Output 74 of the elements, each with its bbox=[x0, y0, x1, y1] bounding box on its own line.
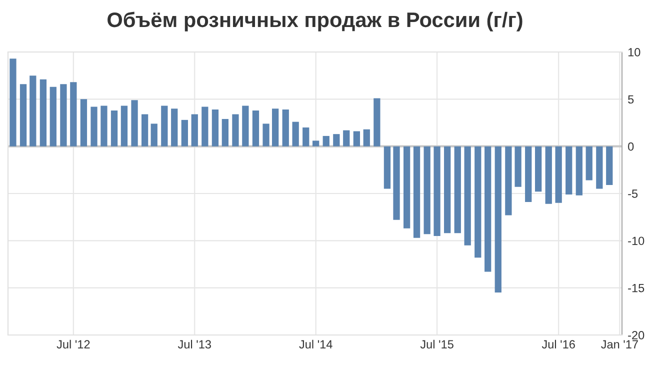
bar bbox=[90, 106, 98, 146]
bar bbox=[403, 146, 410, 228]
bar bbox=[212, 110, 219, 146]
bar bbox=[566, 146, 572, 194]
bar bbox=[444, 146, 451, 234]
bar bbox=[202, 106, 208, 146]
bar bbox=[110, 110, 118, 146]
y-tick-label: -20 bbox=[628, 331, 644, 340]
y-tick-label: 5 bbox=[628, 95, 634, 104]
y-tick-label: -10 bbox=[628, 236, 644, 246]
bar bbox=[242, 106, 249, 146]
bar bbox=[434, 146, 440, 236]
bar bbox=[161, 106, 168, 146]
y-tick-label: 10 bbox=[628, 48, 640, 56]
bar bbox=[322, 136, 330, 146]
bar bbox=[606, 146, 613, 186]
y-tick-label: 0 bbox=[628, 142, 634, 151]
bar bbox=[191, 114, 198, 146]
bar bbox=[596, 146, 603, 189]
y-tick-label: -15 bbox=[628, 284, 644, 292]
bar bbox=[576, 146, 582, 196]
bar bbox=[534, 146, 542, 192]
bar bbox=[40, 79, 47, 146]
x-tick-label: Jul '15 bbox=[420, 340, 454, 349]
bar bbox=[464, 146, 471, 246]
bar bbox=[10, 58, 16, 146]
y-tick-label: -5 bbox=[628, 190, 638, 198]
x-tick-label: Jul '16 bbox=[542, 340, 575, 349]
bar bbox=[262, 124, 270, 146]
x-tick-label: Jan '17 bbox=[601, 340, 638, 349]
bar bbox=[80, 99, 88, 146]
x-tick-label: Jul '13 bbox=[178, 340, 211, 349]
bar bbox=[272, 108, 279, 146]
bar bbox=[60, 84, 67, 146]
bar bbox=[586, 146, 592, 180]
bar bbox=[70, 82, 77, 146]
bar bbox=[30, 76, 36, 146]
bar bbox=[505, 146, 512, 216]
bar bbox=[374, 98, 380, 146]
bar bbox=[141, 114, 148, 146]
bar bbox=[393, 146, 400, 220]
bar bbox=[363, 129, 370, 146]
bar bbox=[120, 106, 128, 146]
bar bbox=[292, 122, 299, 146]
bar bbox=[525, 146, 532, 202]
bar bbox=[413, 146, 420, 238]
bar bbox=[252, 110, 260, 146]
x-tick-label: Jul '14 bbox=[299, 340, 332, 349]
bar bbox=[232, 114, 239, 146]
bar bbox=[171, 108, 178, 146]
bar bbox=[484, 146, 492, 272]
bar bbox=[50, 86, 56, 146]
bar bbox=[333, 134, 340, 146]
bar bbox=[20, 84, 27, 146]
bar bbox=[353, 131, 360, 146]
bar bbox=[150, 124, 158, 146]
bar bbox=[282, 110, 289, 146]
bar bbox=[181, 120, 188, 146]
bar bbox=[131, 100, 138, 146]
bar bbox=[222, 118, 228, 146]
bar bbox=[343, 130, 350, 146]
bar bbox=[555, 146, 562, 203]
bar bbox=[454, 146, 461, 234]
bar bbox=[545, 146, 552, 204]
bar bbox=[514, 146, 522, 187]
bar bbox=[384, 146, 391, 189]
bar bbox=[424, 146, 430, 234]
bar bbox=[100, 106, 108, 146]
chart-title: Объём розничных продаж в России (г/г) bbox=[108, 12, 522, 32]
x-tick-label: Jul '12 bbox=[56, 340, 90, 349]
bar bbox=[302, 127, 310, 146]
bar bbox=[494, 146, 502, 293]
bar bbox=[474, 146, 482, 258]
bar bbox=[312, 140, 320, 146]
